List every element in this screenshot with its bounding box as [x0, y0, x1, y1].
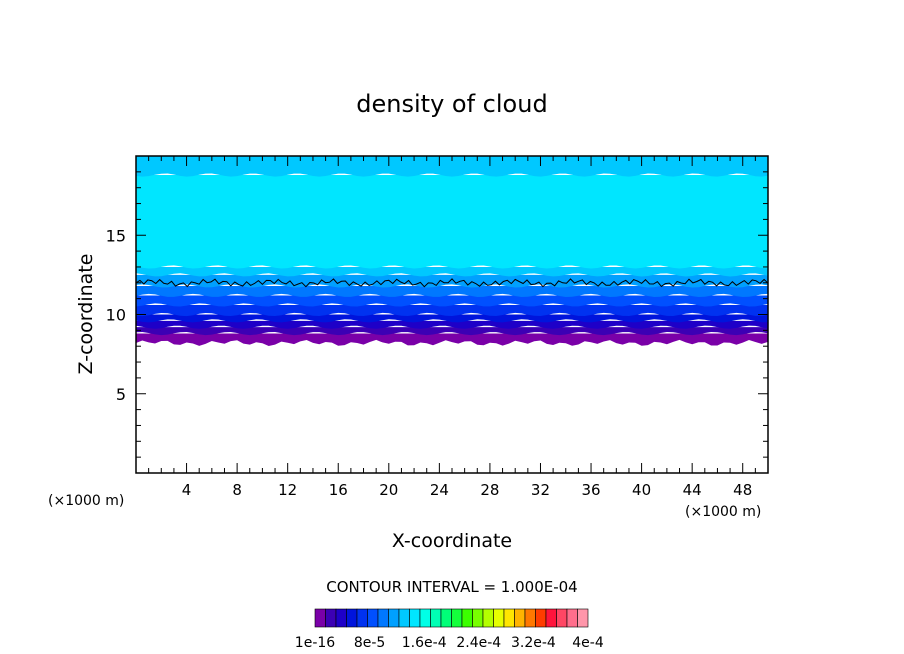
cloud-layer-band [136, 156, 768, 177]
colorbar-swatch [451, 608, 463, 628]
x-tick-label: 12 [278, 481, 297, 499]
colorbar-swatch [377, 608, 389, 628]
x-tick-label: 48 [733, 481, 752, 499]
colorbar-tick-labels: 1e-16 8e-5 1.6e-4 2.4e-4 3.2e-4 4e-4 [295, 635, 604, 651]
colorbar-tick-label: 8e-5 [354, 635, 385, 651]
y-tick-labels: 5 10 15 [106, 226, 126, 404]
colorbar-swatch [556, 608, 568, 628]
colorbar-swatch [325, 608, 337, 628]
y-tick-label: 5 [116, 385, 126, 404]
x-tick-label: 16 [329, 481, 348, 499]
x-tick-label: 24 [430, 481, 449, 499]
cloud-layer-band [136, 175, 768, 269]
x-tick-label: 36 [581, 481, 600, 499]
cloud-layer-band [136, 304, 768, 317]
colorbar [314, 608, 589, 628]
cloud-layer-band [136, 274, 768, 288]
colorbar-swatch [409, 608, 421, 628]
contour-lines [135, 278, 769, 288]
colorbar-tick-label: 1.6e-4 [402, 635, 447, 651]
x-tick-label: 44 [683, 481, 702, 499]
cloud-layer-band [136, 320, 768, 329]
colorbar-swatch [472, 608, 484, 628]
chart-title: density of cloud [356, 90, 547, 118]
x-unit-label-right: (×1000 m) [685, 504, 761, 520]
contour-line [135, 278, 769, 288]
colorbar-swatch [514, 608, 526, 628]
x-tick-label: 8 [232, 481, 242, 499]
cloud-layer-band [136, 327, 768, 336]
cloud-layers [136, 156, 768, 346]
colorbar-swatch [566, 608, 578, 628]
colorbar-swatch [314, 608, 326, 628]
x-tick-label: 20 [379, 481, 398, 499]
colorbar-swatch [398, 608, 410, 628]
colorbar-tick-label: 3.2e-4 [511, 635, 556, 651]
y-tick-label: 15 [106, 226, 126, 245]
colorbar-swatch [430, 608, 442, 628]
x-axis-label: X-coordinate [392, 530, 512, 552]
x-tick-label: 40 [632, 481, 651, 499]
colorbar-swatch [440, 608, 452, 628]
colorbar-swatch [367, 608, 379, 628]
cloud-layer-band [136, 266, 768, 277]
colorbar-swatch [388, 608, 400, 628]
x-unit-label-left: (×1000 m) [48, 493, 124, 509]
colorbar-swatch [493, 608, 505, 628]
colorbar-swatch [577, 608, 589, 628]
colorbar-swatch [524, 608, 536, 628]
contour-interval-label: CONTOUR INTERVAL = 1.000E-04 [326, 578, 577, 596]
colorbar-swatch [356, 608, 368, 628]
colorbar-swatch [503, 608, 515, 628]
colorbar-swatch [535, 608, 547, 628]
x-tick-label: 4 [182, 481, 192, 499]
y-axis-label: Z-coordinate [75, 254, 97, 375]
x-tick-label: 28 [480, 481, 499, 499]
plot-area [135, 155, 769, 474]
cloud-layer-band [136, 295, 768, 307]
colorbar-tick-label: 1e-16 [295, 635, 335, 651]
x-tick-label: 32 [531, 481, 550, 499]
colorbar-swatch [335, 608, 347, 628]
cloud-layer-band [136, 314, 768, 323]
colorbar-swatch [346, 608, 358, 628]
x-tick-labels: 4 8 12 16 20 24 28 32 36 40 44 48 [182, 481, 752, 499]
colorbar-tick-label: 2.4e-4 [456, 635, 501, 651]
colorbar-tick-label: 4e-4 [572, 635, 604, 651]
colorbar-swatch [461, 608, 473, 628]
cloud-layer-band [136, 333, 768, 346]
y-tick-label: 10 [106, 306, 126, 325]
colorbar-swatch [545, 608, 557, 628]
axis-ticks [136, 156, 768, 473]
colorbar-swatch [482, 608, 494, 628]
cloud-layer-band [136, 285, 768, 297]
colorbar-swatch [419, 608, 431, 628]
